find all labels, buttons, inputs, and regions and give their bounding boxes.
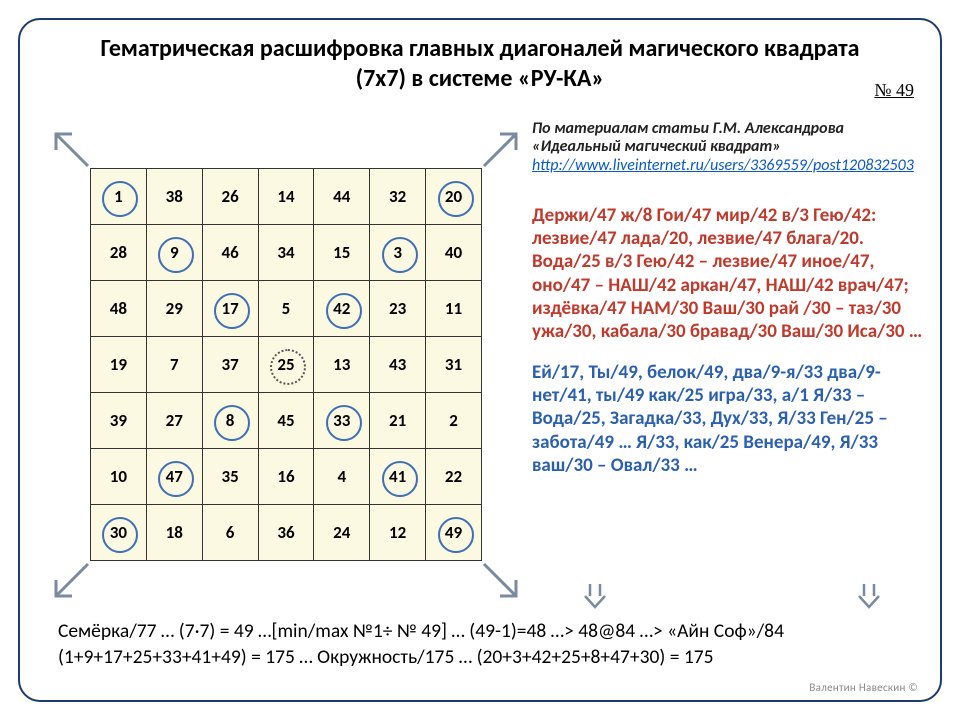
- magic-cell: 19: [91, 337, 147, 393]
- magic-cell: 42: [314, 281, 370, 337]
- page-number: № 49: [874, 80, 914, 101]
- magic-cell: 47: [146, 449, 202, 505]
- magic-cell: 2: [426, 393, 482, 449]
- bottom-equations: Семёрка/77 … (7·7) = 49 …[min/max №1÷ № …: [58, 619, 928, 670]
- magic-cell: 16: [258, 449, 314, 505]
- magic-square: 1382614443220289463415340482917542231119…: [90, 168, 482, 560]
- interpretation-text: Держи/47 ж/8 Гои/47 мир/42 в/3 Гею/42: л…: [532, 204, 932, 477]
- down-arrow-icon: [856, 582, 882, 610]
- arrow-sw-icon: [42, 554, 98, 610]
- magic-cell: 25: [258, 337, 314, 393]
- magic-cell: 37: [202, 337, 258, 393]
- magic-cell: 35: [202, 449, 258, 505]
- magic-cell: 45: [258, 393, 314, 449]
- bottom-line2: (1+9+17+25+33+41+49) = 175 … Окружность/…: [58, 645, 928, 670]
- arrow-se-icon: [474, 554, 530, 610]
- magic-cell: 8: [202, 393, 258, 449]
- text-blue: Ей/17, Ты/49, белок/49, два/9-я/33 два/9…: [532, 361, 932, 477]
- magic-square-table: 1382614443220289463415340482917542231119…: [90, 168, 482, 561]
- source-line2: «Идеальный магический квадрат»: [532, 137, 781, 156]
- source-citation: По материалам статьи Г.М. Александрова «…: [532, 120, 932, 175]
- magic-cell: 1: [91, 169, 147, 225]
- magic-cell: 17: [202, 281, 258, 337]
- down-arrows-row: [532, 582, 932, 614]
- magic-cell: 38: [146, 169, 202, 225]
- magic-cell: 5: [258, 281, 314, 337]
- credit: Валентин Навескин ©: [809, 681, 918, 694]
- magic-cell: 48: [91, 281, 147, 337]
- magic-cell: 6: [202, 505, 258, 561]
- page-frame: № 49 Гематрическая расшифровка главных д…: [18, 18, 942, 702]
- bottom-line1: Семёрка/77 … (7·7) = 49 …[min/max №1÷ № …: [58, 619, 928, 644]
- magic-cell: 4: [314, 449, 370, 505]
- magic-cell: 18: [146, 505, 202, 561]
- magic-cell: 31: [426, 337, 482, 393]
- magic-cell: 24: [314, 505, 370, 561]
- magic-cell: 11: [426, 281, 482, 337]
- magic-cell: 28: [91, 225, 147, 281]
- down-arrow-icon: [582, 582, 608, 610]
- magic-cell: 9: [146, 225, 202, 281]
- magic-cell: 40: [426, 225, 482, 281]
- magic-cell: 33: [314, 393, 370, 449]
- magic-cell: 41: [370, 449, 426, 505]
- magic-cell: 44: [314, 169, 370, 225]
- magic-cell: 20: [426, 169, 482, 225]
- magic-cell: 13: [314, 337, 370, 393]
- magic-cell: 22: [426, 449, 482, 505]
- magic-cell: 27: [146, 393, 202, 449]
- magic-cell: 43: [370, 337, 426, 393]
- magic-cell: 30: [91, 505, 147, 561]
- source-line1: По материалам статьи Г.М. Александрова: [532, 119, 844, 138]
- source-link[interactable]: http://www.liveinternet.ru/users/3369559…: [532, 156, 914, 175]
- magic-cell: 32: [370, 169, 426, 225]
- magic-cell: 15: [314, 225, 370, 281]
- magic-cell: 23: [370, 281, 426, 337]
- magic-cell: 14: [258, 169, 314, 225]
- magic-cell: 3: [370, 225, 426, 281]
- magic-cell: 7: [146, 337, 202, 393]
- page-title: Гематрическая расшифровка главных диагон…: [100, 34, 860, 94]
- magic-cell: 49: [426, 505, 482, 561]
- arrow-ne-icon: [474, 120, 530, 176]
- magic-cell: 12: [370, 505, 426, 561]
- magic-cell: 10: [91, 449, 147, 505]
- magic-cell: 39: [91, 393, 147, 449]
- magic-cell: 36: [258, 505, 314, 561]
- magic-cell: 29: [146, 281, 202, 337]
- magic-cell: 34: [258, 225, 314, 281]
- magic-cell: 46: [202, 225, 258, 281]
- text-red: Держи/47 ж/8 Гои/47 мир/42 в/3 Гею/42: л…: [532, 204, 932, 343]
- magic-cell: 26: [202, 169, 258, 225]
- magic-cell: 21: [370, 393, 426, 449]
